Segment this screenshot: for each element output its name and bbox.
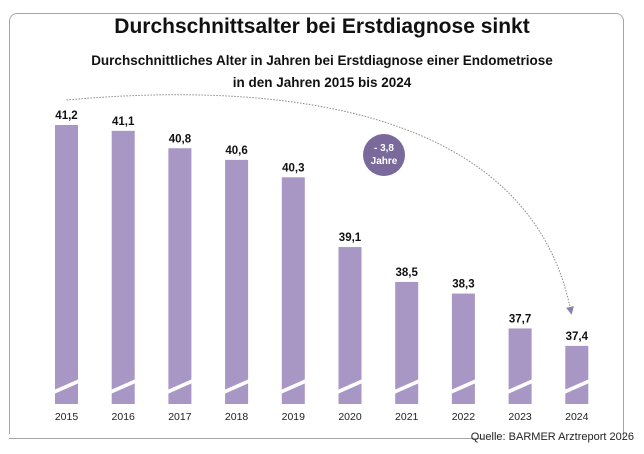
axis-break-2018	[224, 379, 250, 394]
trend-arrow	[66, 94, 574, 315]
x-tick-2017: 2017	[168, 411, 192, 423]
bar-2020	[338, 247, 362, 404]
difference-badge: - 3,8 Jahre	[363, 134, 405, 176]
bar-2019	[281, 177, 305, 404]
x-tick-2019: 2019	[282, 411, 306, 423]
bar-2015	[55, 125, 78, 404]
bar-2016	[111, 130, 135, 404]
value-label-2017: 40,8	[169, 133, 192, 145]
x-tick-2023: 2023	[508, 411, 532, 423]
axis-break-2024	[564, 379, 590, 394]
value-label-2018: 40,6	[225, 145, 247, 157]
axis-break-2020	[337, 379, 363, 394]
value-label-2024: 37,4	[566, 331, 589, 343]
chart-title: Durchschnittsalter bei Erstdiagnose sink…	[114, 15, 530, 38]
x-tick-2015: 2015	[55, 411, 79, 423]
value-label-2022: 38,3	[452, 279, 474, 291]
axis-break-2021	[394, 379, 420, 394]
difference-unit: Jahre	[370, 156, 398, 167]
x-tick-2024: 2024	[565, 411, 589, 423]
subtitle-line-2: in den Jahren 2015 bis 2024	[232, 75, 412, 90]
bar-2023	[508, 328, 532, 404]
bar-2018	[225, 159, 249, 404]
subtitle-line-1: Durchschnittliches Alter in Jahren bei E…	[91, 53, 553, 68]
chart-frame-right-edge	[623, 20, 624, 438]
chart-subtitle: Durchschnittliches Alter in Jahren bei E…	[0, 50, 644, 94]
value-label-2023: 37,7	[509, 313, 531, 325]
x-tick-2022: 2022	[452, 411, 476, 423]
axis-break-2019	[280, 379, 306, 394]
chart-frame-bottom	[9, 438, 483, 439]
difference-value: - 3,8	[373, 143, 394, 154]
value-label-2015: 41,2	[55, 110, 77, 122]
bar-2024	[565, 345, 589, 404]
bar-2022	[451, 293, 475, 404]
axis-break-2017	[167, 379, 193, 394]
bar-2017	[168, 148, 192, 404]
axis-break-2015	[54, 379, 79, 394]
bar-2021	[395, 281, 419, 404]
value-label-2020: 39,1	[339, 232, 362, 244]
x-tick-2018: 2018	[225, 411, 249, 423]
axis-break-2016	[110, 379, 136, 394]
x-tick-2021: 2021	[395, 411, 419, 423]
value-label-2016: 41,1	[112, 116, 135, 128]
axis-break-2023	[507, 379, 533, 394]
chart-frame	[9, 13, 514, 434]
x-tick-2016: 2016	[112, 411, 136, 423]
value-label-2021: 38,5	[396, 267, 419, 279]
value-label-2019: 40,3	[282, 162, 304, 174]
source-note: Quelle: BARMER Arztreport 2026	[470, 431, 634, 443]
x-tick-2020: 2020	[338, 411, 362, 423]
axis-break-2022	[450, 379, 476, 394]
